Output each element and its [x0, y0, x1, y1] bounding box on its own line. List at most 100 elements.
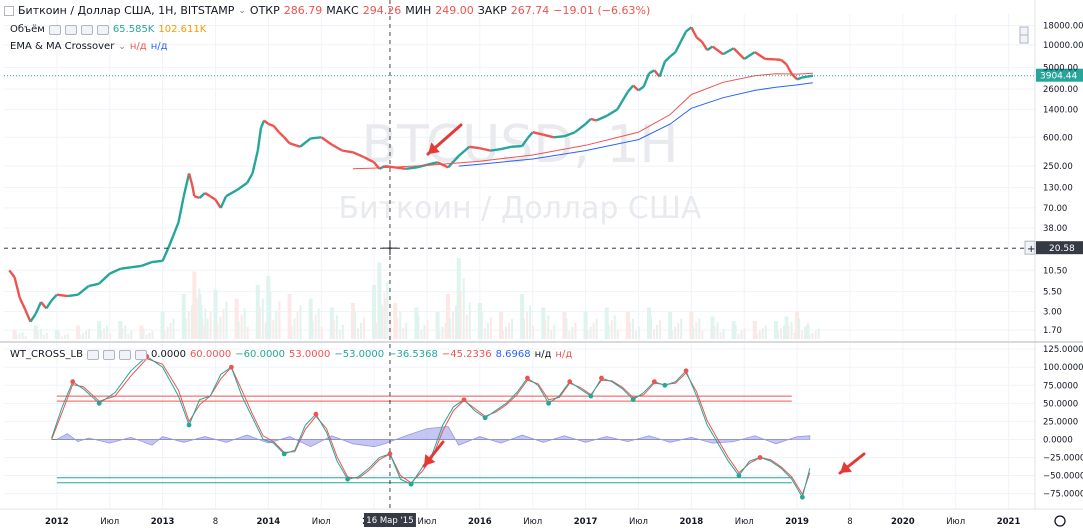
volume-bar [583, 312, 588, 339]
price-tick-label: 3.00 [1043, 308, 1062, 318]
volume-bar [595, 318, 598, 339]
more-icon[interactable] [96, 24, 109, 35]
eye-icon[interactable] [48, 24, 61, 35]
price-segment [182, 173, 191, 197]
time-tick-label: Июл [417, 517, 436, 527]
volume-bar [206, 318, 209, 339]
close-icon[interactable] [118, 349, 131, 360]
volume-bar [671, 330, 674, 339]
volume-bar [592, 322, 595, 339]
volume-bar [526, 312, 529, 339]
volume-bar [716, 322, 719, 339]
price-segment [13, 276, 22, 299]
volume-bar [779, 328, 782, 339]
price-segment [543, 133, 555, 139]
volume-bar [36, 330, 39, 339]
settings-gear-icon[interactable] [64, 24, 77, 35]
symbol-title[interactable]: Биткоин / Доллар США, 1Н, BITSTAMP [18, 4, 235, 17]
volume-bar [15, 334, 18, 339]
osc-tick-label: 0.0000 [1043, 435, 1073, 445]
price-segment [658, 61, 667, 77]
volume-bar [209, 312, 212, 339]
volume-bar [124, 325, 127, 339]
volume-bar [243, 308, 246, 339]
cross-dot [408, 481, 414, 487]
volume-bar [296, 312, 299, 339]
volume-bar [811, 332, 814, 339]
volume-bar [204, 308, 207, 339]
price-tick-label: 18000.00 [1043, 21, 1083, 31]
volume-bar [613, 315, 616, 339]
ema-label[interactable]: EMA & MA Crossover [10, 41, 115, 52]
volume-bar [66, 333, 69, 339]
volume-bar [195, 298, 198, 339]
volume-label[interactable]: Объём [10, 24, 45, 35]
volume-bar [523, 318, 526, 339]
last-price-box [1036, 68, 1083, 82]
price-segment [263, 119, 270, 125]
volume-bar [317, 308, 320, 339]
visibility-checkbox[interactable] [4, 5, 14, 16]
volume-bar [389, 316, 392, 339]
ema-legend: EMA & MA Crossover ⌄ н/д н/д [10, 41, 172, 52]
price-segment [362, 155, 375, 164]
settings-gear-icon [1054, 515, 1066, 527]
price-segment [177, 195, 185, 223]
wt-value-4: −53.0000 [334, 349, 385, 360]
osc-tick-label: 75.0000 [1043, 381, 1078, 391]
volume-bar [320, 326, 323, 339]
chevron-down-icon[interactable]: ⌄ [118, 41, 126, 52]
price-segment [310, 136, 322, 140]
more-icon[interactable] [134, 349, 147, 360]
price-segment [141, 260, 153, 268]
time-tick-label: 2012 [45, 517, 69, 527]
price-segment [251, 150, 259, 174]
crosshair-price-label: 20.58 [1049, 244, 1075, 254]
price-segment [664, 55, 672, 63]
price-segment [500, 145, 512, 151]
price-segment [802, 75, 808, 79]
settings-gear-icon[interactable] [102, 349, 115, 360]
price-segment [447, 155, 460, 169]
volume-bar [60, 336, 63, 339]
price-segment [595, 114, 608, 122]
price-tick-label: 10000.00 [1043, 41, 1083, 51]
volume-bar [529, 305, 532, 339]
volume-bar [764, 325, 767, 339]
volume-bar [743, 328, 746, 339]
cross-dot [313, 411, 319, 417]
price-segment [626, 84, 635, 93]
price-segment [45, 299, 53, 310]
price-segment [352, 151, 365, 159]
volume-bar [752, 321, 757, 339]
price-segment [606, 108, 618, 117]
time-tick-label: 2013 [151, 517, 175, 527]
volume-bar [817, 328, 820, 339]
volume-bar [758, 330, 761, 339]
volume-bar [187, 312, 190, 339]
price-segment [679, 30, 688, 43]
price-segment [50, 293, 58, 302]
cross-dots [70, 353, 805, 500]
volume-bar [269, 291, 272, 339]
volume-bar [574, 322, 577, 339]
chevron-down-icon[interactable]: ⌄ [238, 5, 246, 16]
eye-icon[interactable] [86, 349, 99, 360]
volume-bar [393, 303, 398, 339]
crosshair-icon [382, 241, 397, 256]
price-segment [807, 74, 814, 78]
price-tick-label: 600.00 [1043, 133, 1073, 143]
plus-icon-glyph: + [1027, 244, 1035, 255]
price-series [8, 26, 814, 323]
volume-bar [734, 325, 737, 339]
volume-bar [680, 318, 683, 339]
wt-label[interactable]: WT_CROSS_LB [10, 349, 83, 360]
price-tick-label: 2600.00 [1043, 85, 1078, 95]
volume-bar [510, 318, 513, 339]
price-segment [457, 145, 471, 157]
close-icon[interactable] [80, 24, 93, 35]
volume-bar [541, 307, 546, 339]
price-tick-label: 38.00 [1043, 224, 1067, 234]
volume-bar [151, 330, 154, 339]
